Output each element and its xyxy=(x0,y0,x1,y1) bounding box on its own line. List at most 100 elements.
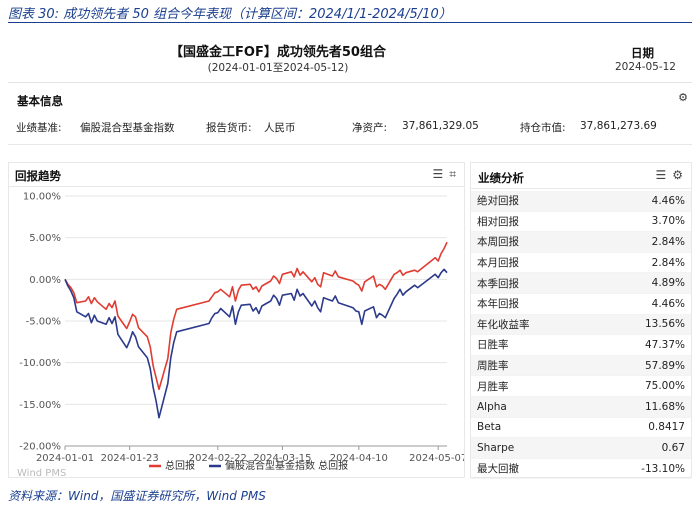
perf-row-value: 2.84% xyxy=(651,235,685,248)
perf-row-label: 本季回报 xyxy=(477,277,519,290)
currency-value: 人民币 xyxy=(264,122,296,134)
perf-row: Beta 0.8417 xyxy=(471,418,691,439)
perf-toolbar: ☰ ⚙ xyxy=(649,168,683,182)
currency-label: 报告货币: xyxy=(206,122,252,134)
perf-row: 本周回报 2.84% xyxy=(471,232,691,253)
x-tick-label: 2024-01-23 xyxy=(101,453,159,464)
report-frame: 【国盛金工FOF】成功领先者50组合 (2024-01-01至2024-05-1… xyxy=(8,32,692,480)
perf-row: 绝对回报 4.46% xyxy=(471,191,691,212)
gear-icon[interactable]: ⚙ xyxy=(678,91,688,104)
perf-row-value: 2.84% xyxy=(651,256,685,269)
perf-row: 本季回报 4.89% xyxy=(471,273,691,294)
chart-grid xyxy=(65,195,447,447)
perf-row-value: 47.37% xyxy=(644,338,685,351)
x-tick-label: 2024-03-15 xyxy=(253,453,311,464)
perf-row-label: Beta xyxy=(477,421,502,434)
date-label: 日期 xyxy=(631,46,654,60)
y-tick-label: 0.00% xyxy=(29,275,61,286)
chart-watermark: Wind PMS xyxy=(17,468,66,478)
y-tick-label: -15.00% xyxy=(19,400,61,411)
perf-row-label: 年化收益率 xyxy=(477,318,530,331)
caption-divider xyxy=(8,22,692,23)
perf-row-value: -13.10% xyxy=(641,462,685,475)
perf-row-value: 11.68% xyxy=(644,400,685,413)
perf-row-value: 0.67 xyxy=(661,441,685,454)
perf-row: Sharpe 0.67 xyxy=(471,438,691,459)
y-tick-label: -20.00% xyxy=(19,442,61,453)
nav-value: 37,861,329.05 xyxy=(402,120,479,132)
x-tick-label: 2024-01-01 xyxy=(36,453,94,464)
perf-row: 相对回报 3.70% xyxy=(471,212,691,233)
gear-icon[interactable]: ⚙ xyxy=(672,168,683,182)
perf-row: Alpha 11.68% xyxy=(471,396,691,418)
y-tick-label: -10.00% xyxy=(19,358,61,369)
date-value: 2024-05-12 xyxy=(614,61,676,73)
perf-row: 月胜率 75.00% xyxy=(471,376,691,397)
perf-row-value: 4.89% xyxy=(651,277,685,290)
y-tick-label: -5.00% xyxy=(26,317,61,328)
return-trend-panel: 回报趋势 ☰ ⌗ 10.00% 5.00% 0.00% -5.00% -10.00% -15… xyxy=(8,162,465,478)
series-line-1 xyxy=(64,241,448,391)
info-divider xyxy=(8,144,692,145)
x-tick-label: 2024-05-07 xyxy=(409,453,464,464)
perf-row-value: 4.46% xyxy=(651,194,685,207)
perf-row-label: 最大回撤 xyxy=(477,463,519,476)
x-axis-ticks: 2024-01-01 2024-01-23 2024-02-22 2024-03-15… xyxy=(36,446,464,464)
series-line-2 xyxy=(64,268,448,419)
perf-row-label: 本月回报 xyxy=(477,257,519,270)
legend-label-2: 偏股混合型基金指数 总回报 xyxy=(225,459,348,472)
perf-row-label: 周胜率 xyxy=(477,360,509,373)
menu-icon[interactable]: ☰ xyxy=(432,167,444,181)
basic-info-row: 业绩基准: 偏股混合型基金指数 报告货币: 人民币 净资产: 37,861,32… xyxy=(8,120,692,136)
y-axis-ticks: 10.00% 5.00% 0.00% -5.00% -10.00% -15.00% -20.… xyxy=(19,192,61,453)
legend-label-1: 总回报 xyxy=(165,459,195,472)
source-note: 资料来源：Wind，国盛证券研究所，Wind PMS xyxy=(8,489,266,503)
perf-row: 最大回撤 -13.10% xyxy=(471,459,691,480)
perf-row: 日胜率 47.37% xyxy=(471,335,691,356)
perf-row: 周胜率 57.89% xyxy=(471,355,691,377)
crop-icon[interactable]: ⌗ xyxy=(449,167,456,181)
chart-panel-header: 回报趋势 ☰ ⌗ xyxy=(9,163,464,187)
perf-panel-header: 业绩分析 ☰ ⚙ xyxy=(471,163,691,189)
menu-icon[interactable]: ☰ xyxy=(655,168,667,182)
perf-row-label: 相对回报 xyxy=(477,215,519,228)
x-tick-label: 2024-04-10 xyxy=(330,453,388,464)
perf-row-label: 本周回报 xyxy=(477,236,519,249)
perf-panel-title: 业绩分析 xyxy=(478,171,524,185)
perf-row-value: 0.8417 xyxy=(648,421,685,434)
perf-row: 本年回报 4.46% xyxy=(471,294,691,315)
chart-toolbar: ☰ ⌗ xyxy=(426,167,456,182)
chart-series xyxy=(64,241,448,419)
perf-row-value: 75.00% xyxy=(644,380,685,393)
y-tick-label: 10.00% xyxy=(23,192,61,203)
chart-panel-title: 回报趋势 xyxy=(15,169,61,183)
header-divider xyxy=(8,82,692,83)
benchmark-label: 业绩基准: xyxy=(16,122,62,134)
perf-row: 本月回报 2.84% xyxy=(471,253,691,274)
market-value-label: 持仓市值: xyxy=(520,122,566,134)
perf-row-label: 本年回报 xyxy=(477,298,519,311)
chart-legend: 总回报 偏股混合型基金指数 总回报 xyxy=(149,459,348,472)
perf-row-label: 月胜率 xyxy=(477,380,509,393)
nav-label: 净资产: xyxy=(352,122,388,134)
y-tick-label: 5.00% xyxy=(29,233,61,244)
perf-row-value: 57.89% xyxy=(644,359,685,372)
figure-caption: 图表 30: 成功领先者 50 组合今年表现（计算区间：2024/1/1-202… xyxy=(8,7,452,22)
perf-row: 年化收益率 13.56% xyxy=(471,314,691,336)
benchmark-value: 偏股混合型基金指数 xyxy=(80,122,175,134)
perf-row-label: Sharpe xyxy=(477,441,515,454)
basic-info-title: 基本信息 xyxy=(17,94,63,108)
perf-row-label: 日胜率 xyxy=(477,339,509,352)
x-tick-label: 2024-02-22 xyxy=(189,453,247,464)
performance-table: 绝对回报 4.46% 相对回报 3.70% 本周回报 2.84% 本月回报 2.84% 本季回报… xyxy=(471,191,691,480)
market-value-value: 37,861,273.69 xyxy=(580,120,657,132)
return-trend-chart: 10.00% 5.00% 0.00% -5.00% -10.00% -15.00% -20.… xyxy=(17,192,464,479)
report-date-range: (2024-01-01至2024-05-12) xyxy=(207,62,349,74)
perf-row-label: Alpha xyxy=(477,400,507,413)
report-title: 【国盛金工FOF】成功领先者50组合 xyxy=(170,45,386,60)
performance-panel: 业绩分析 ☰ ⚙ 绝对回报 4.46% 相对回报 3.70% 本周回报 2.84% 本月回报 2… xyxy=(470,162,692,480)
perf-row-label: 绝对回报 xyxy=(477,195,519,208)
perf-row-value: 3.70% xyxy=(651,215,685,228)
perf-row-value: 13.56% xyxy=(644,318,685,331)
perf-row-value: 4.46% xyxy=(651,297,685,310)
